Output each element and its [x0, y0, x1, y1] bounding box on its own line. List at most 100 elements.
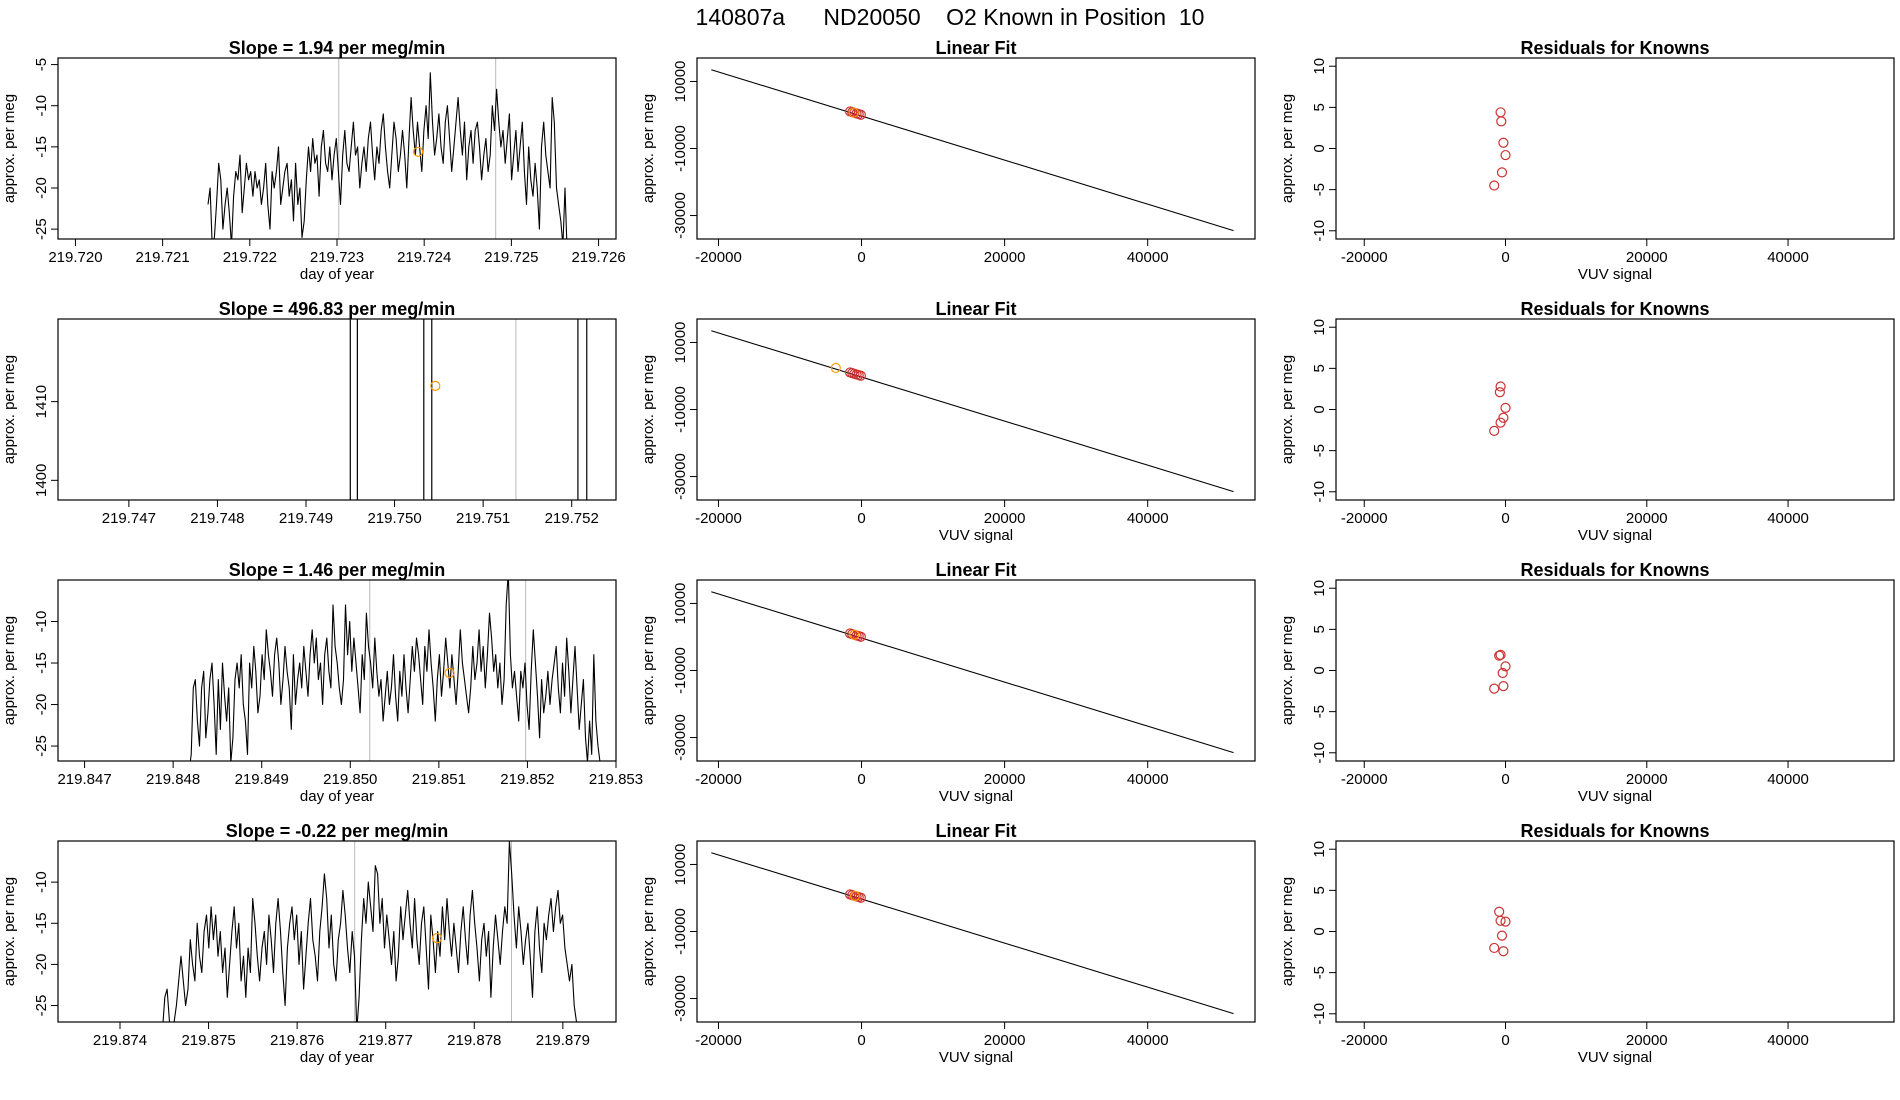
x-tick-label: 40000	[1127, 249, 1169, 266]
chart-title: Slope = 496.83 per meg/min	[219, 299, 456, 319]
plot-frame	[1335, 840, 1895, 1023]
sample-point	[849, 890, 861, 902]
x-tick-label: 219.725	[484, 249, 538, 266]
x-axis-label: VUV signal	[939, 1049, 1013, 1066]
y-axis-label: approx. per meg	[640, 94, 657, 203]
data-point	[1489, 683, 1500, 694]
x-tick-label: 219.751	[456, 510, 510, 527]
y-tick-label: 10	[1311, 58, 1328, 75]
plot-frame	[57, 318, 617, 501]
plot-frame	[696, 57, 1256, 240]
fit-line	[711, 591, 1234, 754]
x-tick-label: 40000	[1767, 249, 1809, 266]
data-point	[855, 631, 866, 642]
data-point	[1496, 167, 1508, 178]
chart-panel-11: Residuals for Knowns -20000 0 20000 40000 -10…	[1279, 560, 1895, 805]
y-axis-label: approx. per meg	[1, 877, 18, 986]
x-tick-label: 219.721	[136, 249, 190, 266]
x-tick-label: 219.723	[310, 249, 364, 266]
x-tick-label: 219.850	[323, 771, 377, 788]
plot-frame	[696, 579, 1256, 762]
data-point	[1494, 906, 1505, 917]
x-tick-label: 20000	[1626, 249, 1668, 266]
y-tick-label: 10000	[672, 61, 689, 103]
x-tick-label: 219.748	[190, 510, 244, 527]
y-axis-label: approx. per meg	[1279, 355, 1296, 464]
y-tick-label: 0	[1311, 144, 1328, 152]
x-tick-label: 40000	[1767, 510, 1809, 527]
y-tick-label: -10000	[672, 647, 689, 694]
x-tick-label: 0	[857, 1032, 865, 1049]
plot-area	[1489, 649, 1511, 694]
sample-point	[444, 667, 455, 679]
y-tick-label: -30000	[672, 192, 689, 239]
series-line	[207, 72, 568, 239]
plot-area	[349, 319, 588, 500]
y-tick-label: -10	[1311, 481, 1328, 503]
x-tick-label: 219.875	[181, 1032, 235, 1049]
data-point	[855, 370, 866, 381]
x-tick-label: 20000	[984, 1032, 1026, 1049]
chart-panel-12: Residuals for Knowns -20000 0 20000 40000 -10…	[1279, 821, 1895, 1066]
x-tick-label: 0	[1501, 771, 1509, 788]
chart-panel-1: Slope = 1.94 per meg/min 219.720 219.721 21…	[1, 38, 626, 283]
x-tick-label: 219.847	[57, 771, 111, 788]
x-tick-label: 219.877	[359, 1032, 413, 1049]
data-point	[1489, 942, 1500, 954]
data-point	[1495, 107, 1506, 118]
plot-frame	[57, 840, 617, 1023]
x-tick-label: -20000	[1341, 1032, 1388, 1049]
data-point	[855, 892, 866, 903]
y-tick-label: -10	[1311, 1003, 1328, 1025]
y-tick-label: -20	[33, 954, 50, 976]
y-tick-label: 0	[1311, 927, 1328, 935]
x-tick-label: 219.720	[48, 249, 102, 266]
y-axis-label: approx. per meg	[640, 877, 657, 986]
y-tick-label: -15	[33, 136, 50, 158]
x-tick-label: 219.876	[270, 1032, 324, 1049]
y-tick-label: 1400	[33, 464, 50, 497]
x-tick-label: 0	[1501, 510, 1509, 527]
sample-point	[430, 380, 441, 391]
sample-point	[830, 362, 841, 374]
x-tick-label: 219.853	[589, 771, 643, 788]
x-tick-label: -20000	[695, 1032, 742, 1049]
y-tick-label: 5	[1311, 625, 1328, 633]
data-point	[1500, 916, 1511, 927]
x-tick-label: 219.722	[223, 249, 277, 266]
chart-title: Linear Fit	[935, 38, 1016, 58]
y-tick-label: -10	[33, 611, 50, 633]
x-tick-label: 219.750	[367, 510, 421, 527]
y-axis-label: approx. per meg	[640, 355, 657, 464]
fit-line	[711, 852, 1234, 1015]
y-axis-label: approx. per meg	[1, 355, 18, 464]
y-axis-label: approx. per meg	[1279, 616, 1296, 725]
y-tick-label: 0	[1311, 405, 1328, 413]
y-tick-label: -30000	[672, 714, 689, 761]
x-axis-label: VUV signal	[1578, 1049, 1652, 1066]
x-tick-label: 0	[857, 510, 865, 527]
data-point	[1496, 930, 1508, 941]
data-point	[1495, 915, 1506, 926]
y-tick-label: -25	[33, 995, 50, 1017]
x-tick-label: -20000	[695, 249, 742, 266]
y-tick-label: -5	[1311, 183, 1328, 196]
y-tick-label: -30000	[672, 975, 689, 1022]
data-point	[1498, 137, 1509, 148]
x-tick-label: 40000	[1127, 510, 1169, 527]
plot-area	[207, 58, 568, 239]
x-tick-label: 0	[1501, 1032, 1509, 1049]
plot-area	[711, 852, 1234, 1015]
chart-panel-4: Slope = -0.22 per meg/min 219.874 219.875 2…	[1, 821, 617, 1066]
y-axis-label: approx. per meg	[1, 94, 18, 203]
x-tick-label: -20000	[1341, 771, 1388, 788]
plot-area	[711, 330, 1234, 493]
chart-title: Linear Fit	[935, 821, 1016, 841]
y-tick-label: -30000	[672, 453, 689, 500]
data-point	[1495, 417, 1506, 428]
plot-frame	[1335, 57, 1895, 240]
chart-panel-9: Residuals for Knowns -20000 0 20000 40000 -10…	[1279, 38, 1895, 283]
chart-title: Slope = -0.22 per meg/min	[226, 821, 449, 841]
x-tick-label: 219.726	[571, 249, 625, 266]
data-point	[1498, 946, 1509, 957]
